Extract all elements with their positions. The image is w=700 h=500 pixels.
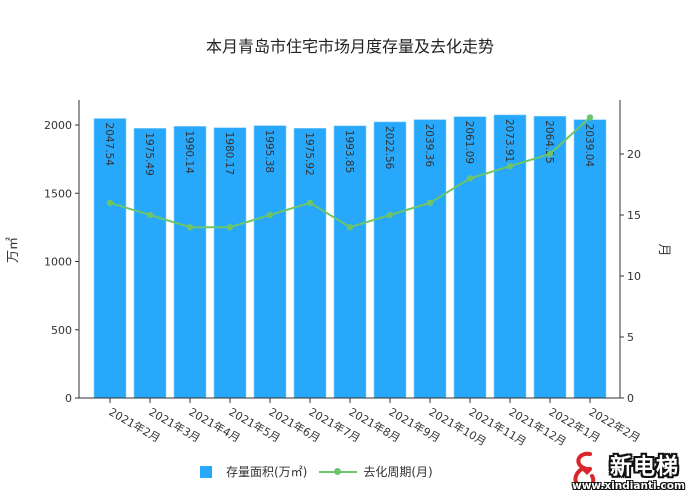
bar	[93, 118, 127, 399]
watermark-url: www.xindianti.com	[572, 480, 685, 492]
line-point	[506, 163, 514, 170]
y-tick-label: 0	[65, 392, 72, 405]
heart-logo-icon	[573, 451, 596, 490]
line-point	[466, 175, 474, 182]
y-tick-label: 2000	[44, 119, 72, 132]
bar	[213, 127, 247, 399]
bar-value-label: 1990.14	[183, 130, 195, 174]
bar	[373, 121, 407, 399]
bar-value-labels: 2047.54 1975.49 1990.14 1980.17 1995.38 1975.…	[103, 119, 595, 176]
bar	[333, 125, 367, 399]
line-point	[546, 150, 554, 158]
y-axis-label: 万㎡	[6, 237, 21, 263]
bar-value-label: 2047.54	[103, 123, 115, 167]
legend-line-swatch-icon	[319, 465, 358, 479]
y2-tick-label: 15	[627, 209, 641, 222]
y2-axis-label: 月	[656, 243, 671, 256]
y2-tick-label: 20	[627, 148, 641, 161]
legend-line-label: 去化周期(月)	[363, 465, 433, 479]
line-point	[426, 199, 434, 206]
y2-tick-label: 10	[627, 270, 641, 283]
bar	[253, 125, 287, 399]
legend-bar-label: 存量面积(万㎡)	[226, 465, 308, 479]
bar-value-label: 1980.17	[223, 132, 235, 175]
bar-series	[93, 114, 607, 399]
bar-value-label: 1975.49	[143, 132, 155, 175]
bar-value-label: 2061.09	[463, 121, 475, 164]
bar-value-label: 2039.04	[583, 124, 595, 168]
bar	[173, 126, 207, 399]
line-point	[266, 211, 274, 219]
line-point	[146, 211, 154, 219]
bar-value-label: 2064.25	[543, 120, 555, 163]
bar	[413, 119, 447, 399]
line-series	[106, 114, 594, 231]
bar-value-label: 2022.56	[383, 126, 395, 170]
y2-tick-label: 5	[627, 331, 634, 344]
legend-bar-swatch-icon	[200, 465, 212, 478]
bar	[573, 119, 607, 399]
bar-value-label: 1995.38	[263, 130, 275, 173]
line-point	[226, 224, 234, 231]
line-point	[586, 114, 594, 121]
chart-title: 本月青岛市住宅市场月度存量及去化走势	[205, 37, 494, 56]
bar	[293, 127, 327, 399]
watermark-name: 新电梯	[610, 455, 680, 480]
legend: 存量面积(万㎡) 去化周期(月)	[200, 463, 433, 480]
y-tick-label: 1500	[44, 187, 72, 200]
bar-value-label: 1993.85	[343, 130, 355, 173]
line-point	[186, 224, 194, 231]
line-point	[346, 224, 354, 231]
line-point	[106, 199, 114, 206]
y-tick-label: 1000	[44, 256, 72, 269]
watermark: 新电梯 www.xindianti.com	[566, 448, 698, 498]
y-tick-label: 500	[51, 324, 72, 337]
y2-tick-label: 0	[627, 392, 634, 405]
bar	[533, 115, 567, 399]
line-point	[386, 211, 394, 219]
bar-value-label: 1975.92	[303, 132, 315, 175]
line-point	[306, 199, 314, 206]
bar-value-label: 2073.91	[503, 119, 515, 162]
bar-value-label: 2039.36	[423, 124, 435, 168]
